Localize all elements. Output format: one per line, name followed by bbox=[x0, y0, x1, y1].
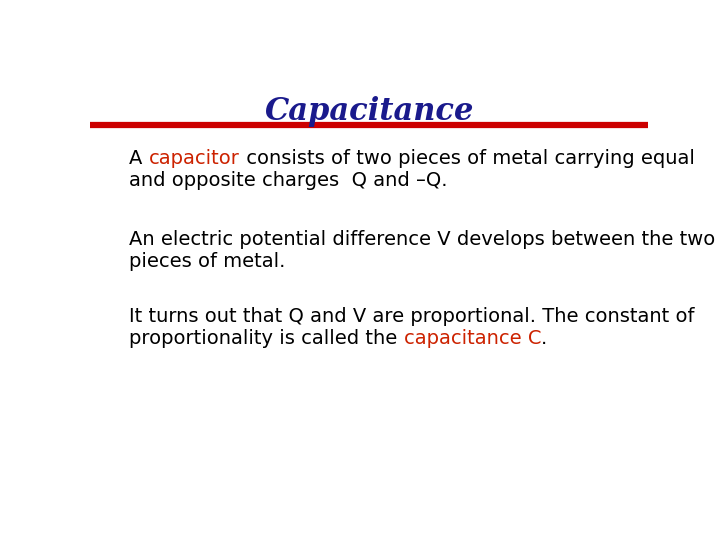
Text: .: . bbox=[541, 329, 547, 348]
Text: pieces of metal.: pieces of metal. bbox=[129, 252, 285, 271]
Text: An electric potential difference V develops between the two: An electric potential difference V devel… bbox=[129, 231, 715, 249]
Text: consists of two pieces of metal carrying equal: consists of two pieces of metal carrying… bbox=[240, 150, 694, 168]
Text: capacitance C: capacitance C bbox=[404, 329, 541, 348]
Text: Capacitance: Capacitance bbox=[264, 96, 474, 126]
Text: A: A bbox=[129, 150, 149, 168]
Text: and opposite charges  Q and –Q.: and opposite charges Q and –Q. bbox=[129, 171, 448, 190]
Text: capacitor: capacitor bbox=[149, 150, 240, 168]
Text: It turns out that Q and V are proportional. The constant of: It turns out that Q and V are proportion… bbox=[129, 307, 695, 326]
Text: proportionality is called the: proportionality is called the bbox=[129, 329, 403, 348]
